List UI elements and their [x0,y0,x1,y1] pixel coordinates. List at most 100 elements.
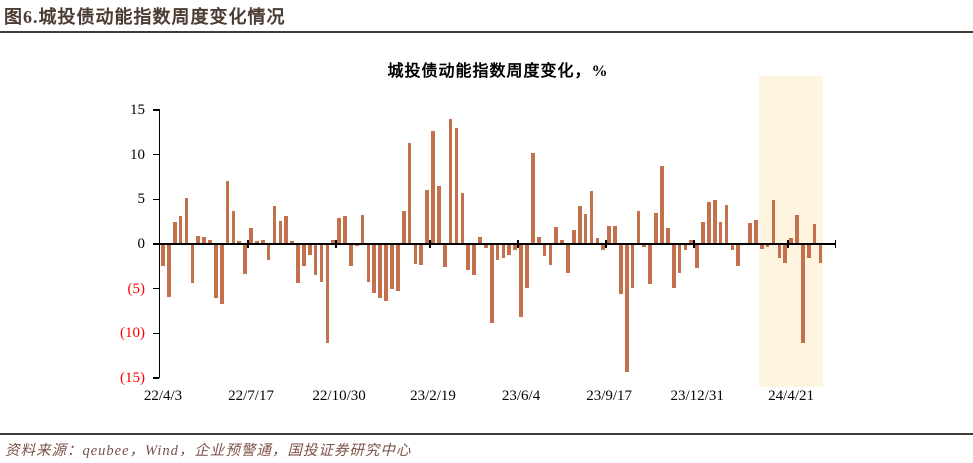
bar [219,244,224,304]
y-tick-label: (10) [120,325,145,342]
x-axis-tick [834,240,836,248]
source-divider [0,433,973,435]
bar [343,216,347,244]
y-axis-tick [152,109,159,111]
bar [601,244,606,251]
x-tick-label: 23/12/31 [670,388,724,404]
bar [442,244,447,268]
x-tick-label: 22/7/17 [228,388,274,404]
x-tick-label: 24/4/21 [768,388,814,404]
bar [178,216,183,244]
bar [654,212,658,244]
bar [466,244,471,270]
bar [419,244,424,266]
bar [777,244,782,259]
bar [296,244,300,284]
bar [800,244,805,344]
chart-title: 城投债动能指数周度变化，% [387,63,609,80]
bar [736,244,741,267]
bar [501,244,506,259]
x-axis-tick [429,240,431,248]
bar [754,219,758,244]
x-axis-tick [517,240,519,248]
bar [683,244,688,251]
x-tick-label: 23/2/19 [410,388,456,404]
bar [161,244,165,267]
bar [319,244,324,282]
bar [354,244,359,246]
bar [577,205,582,244]
bar [472,244,476,276]
bar [707,202,711,244]
bar [237,241,242,244]
bar [718,221,723,244]
y-axis-tick [152,198,159,201]
bar [196,235,201,244]
bar [390,244,394,289]
source-text: 资料来源：qeubee，Wind，企业预警通，国投证券研究中心 [5,443,412,459]
bar [795,215,799,244]
bar [266,244,271,261]
bar [701,221,705,244]
bar [765,244,770,247]
bar [566,244,570,273]
y-tick-label: (15) [120,370,145,386]
x-axis-tick [335,240,337,248]
bar [407,143,412,244]
bar [478,236,482,244]
bar [724,204,729,244]
x-axis-tick [247,240,249,248]
bar [243,244,248,275]
bar [665,227,670,244]
bar [695,244,699,269]
bar [630,244,635,288]
bar [554,227,559,244]
y-tick-label: 10 [130,146,145,163]
bar [213,244,218,298]
bar [607,226,611,244]
bar [642,244,647,247]
y-axis-tick [152,377,159,379]
bar [348,244,353,267]
x-axis-tick [693,240,695,248]
x-axis-tick [605,240,607,248]
bar [536,236,541,244]
bar [484,244,488,248]
bar [337,218,341,244]
bar [331,240,336,244]
bar [595,237,600,244]
bar [372,244,377,294]
bar [172,221,177,244]
zero-axis-line [158,243,836,245]
bar [225,181,230,244]
bar [495,244,500,261]
y-tick-label: 15 [130,102,145,118]
bar [278,220,283,244]
bar [460,193,465,244]
bar [548,244,553,266]
x-tick-label: 23/6/4 [501,388,541,404]
bar [208,239,212,244]
bar [812,224,817,244]
bar [542,244,547,256]
bar [384,244,388,302]
y-axis-tick [152,287,159,290]
bar [190,244,195,284]
bar [689,239,694,244]
bar [448,118,453,244]
bar [806,244,811,259]
bar [648,244,653,285]
y-axis-tick [152,332,159,335]
bar [284,216,289,244]
bar [671,244,676,288]
bar [560,239,564,244]
bar [783,244,788,263]
bar [202,236,206,244]
x-tick-label: 23/9/17 [586,388,633,404]
bar [260,239,265,244]
y-tick-label: 5 [137,191,146,208]
bar [395,244,400,292]
y-tick-label: (5) [127,280,146,297]
bar [454,127,459,244]
